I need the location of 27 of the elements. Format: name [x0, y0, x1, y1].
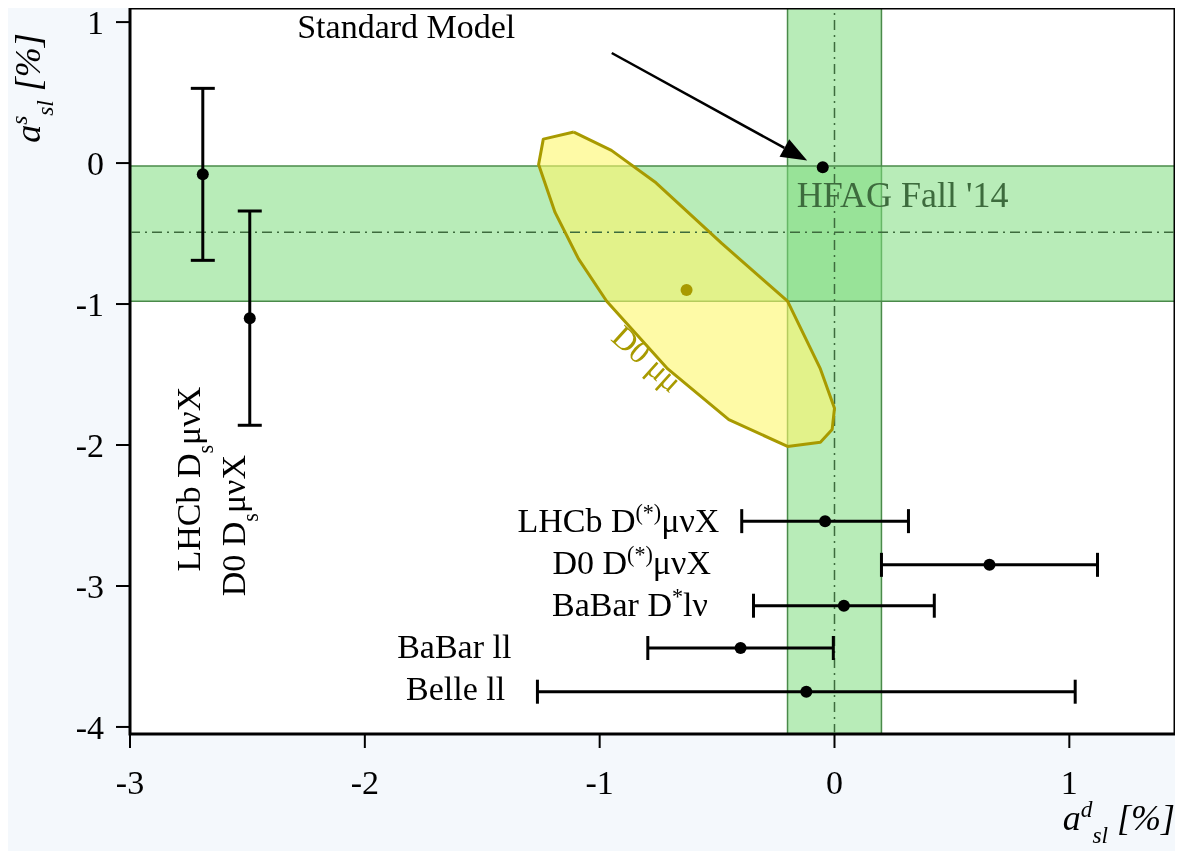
- annotation: Standard Model: [297, 7, 516, 45]
- y-tick-label: -2: [75, 427, 104, 465]
- annotation: Belle ll: [406, 669, 506, 707]
- y-tick-label: 1: [87, 4, 104, 42]
- x-tick-label: 0: [825, 764, 843, 802]
- annotation: BaBar D$^{*}$lν: [552, 583, 708, 624]
- point: [819, 515, 832, 528]
- x-tick-label: -1: [585, 764, 614, 802]
- text: D0 μμ: [605, 317, 690, 400]
- point: [837, 599, 850, 612]
- point: [734, 642, 747, 655]
- point: [800, 685, 813, 698]
- point: [196, 168, 209, 181]
- annotation: HFAG Fall '14: [796, 174, 1009, 215]
- x-tick-label: -2: [350, 764, 379, 802]
- x-tick-label: -3: [115, 764, 145, 802]
- annotation: D0 D$^{(*)}$μνX: [552, 541, 712, 582]
- point: [680, 283, 693, 296]
- y-tick-label: -3: [75, 568, 104, 606]
- point: [816, 161, 829, 174]
- annotation: BaBar ll: [397, 628, 512, 666]
- point: [243, 312, 256, 325]
- y-tick-label: 0: [87, 145, 104, 183]
- y-tick-label: -1: [75, 286, 104, 324]
- point: [983, 558, 996, 571]
- y-tick-label: -4: [75, 709, 104, 747]
- annotation: LHCb D$^{(*)}$μνX: [517, 499, 720, 540]
